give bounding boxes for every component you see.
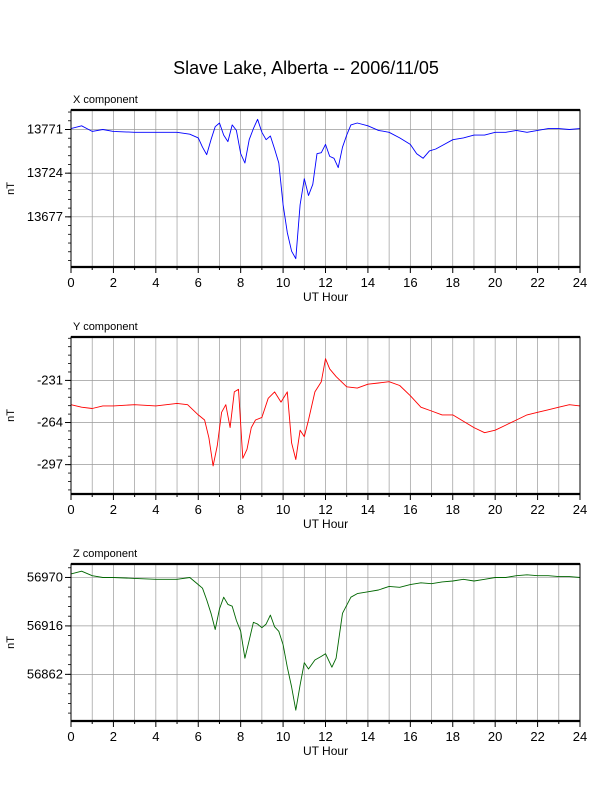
y-tick-label: 13771 — [27, 122, 63, 137]
y-tick-label: 56916 — [27, 618, 63, 633]
x-tick-label: 0 — [67, 729, 74, 744]
x-tick-label: 18 — [446, 275, 460, 290]
y-tick-label: 56970 — [27, 569, 63, 584]
x-tick-label: 18 — [446, 502, 460, 517]
y-tick-label: 56862 — [27, 666, 63, 681]
x-tick-label: 24 — [573, 729, 587, 744]
y-tick-label: 13724 — [27, 165, 63, 180]
x-tick-label: 0 — [67, 275, 74, 290]
x-tick-label: 18 — [446, 729, 460, 744]
x-tick-label: 4 — [152, 275, 159, 290]
x-tick-label: 8 — [237, 275, 244, 290]
x-tick-label: 24 — [573, 502, 587, 517]
x-tick-label: 12 — [318, 275, 332, 290]
x-tick-label: 20 — [488, 729, 502, 744]
x-tick-label: 22 — [530, 729, 544, 744]
y-axis-label: nT — [5, 636, 17, 649]
x-tick-label: 10 — [276, 729, 290, 744]
x-tick-label: 4 — [152, 502, 159, 517]
panel-label: Y component — [73, 321, 138, 333]
x-tick-label: 14 — [361, 502, 375, 517]
x-tick-label: 6 — [195, 729, 202, 744]
panel-label: X component — [73, 94, 138, 106]
x-tick-label: 8 — [237, 502, 244, 517]
x-tick-label: 16 — [403, 502, 417, 517]
x-tick-label: 2 — [110, 502, 117, 517]
y-tick-label: 13677 — [27, 209, 63, 224]
panel-label: Z component — [73, 548, 137, 560]
x-tick-label: 20 — [488, 275, 502, 290]
x-tick-label: 6 — [195, 275, 202, 290]
x-tick-label: 24 — [573, 275, 587, 290]
page-title: Slave Lake, Alberta -- 2006/11/05 — [173, 58, 439, 78]
x-tick-label: 22 — [530, 275, 544, 290]
x-tick-label: 16 — [403, 729, 417, 744]
x-tick-label: 12 — [318, 729, 332, 744]
y-tick-label: -264 — [37, 415, 63, 430]
x-tick-label: 2 — [110, 729, 117, 744]
y-axis-label: nT — [5, 182, 17, 195]
x-tick-label: 22 — [530, 502, 544, 517]
y-tick-label: -297 — [37, 457, 63, 472]
series-line — [70, 570, 581, 711]
x-tick-label: 16 — [403, 275, 417, 290]
x-tick-label: 20 — [488, 502, 502, 517]
x-tick-label: 0 — [67, 502, 74, 517]
series-line — [70, 358, 581, 467]
x-axis-label: UT Hour — [303, 517, 348, 531]
x-tick-label: 14 — [361, 729, 375, 744]
x-tick-label: 2 — [110, 275, 117, 290]
x-tick-label: 12 — [318, 502, 332, 517]
x-tick-label: 14 — [361, 275, 375, 290]
x-tick-label: 4 — [152, 729, 159, 744]
y-axis-label: nT — [5, 409, 17, 422]
x-tick-label: 6 — [195, 502, 202, 517]
x-axis-label: UT Hour — [303, 290, 348, 304]
x-tick-label: 8 — [237, 729, 244, 744]
y-tick-label: -231 — [37, 372, 63, 387]
series-line — [70, 118, 581, 260]
x-tick-label: 10 — [276, 502, 290, 517]
x-tick-label: 10 — [276, 275, 290, 290]
x-axis-label: UT Hour — [303, 744, 348, 758]
